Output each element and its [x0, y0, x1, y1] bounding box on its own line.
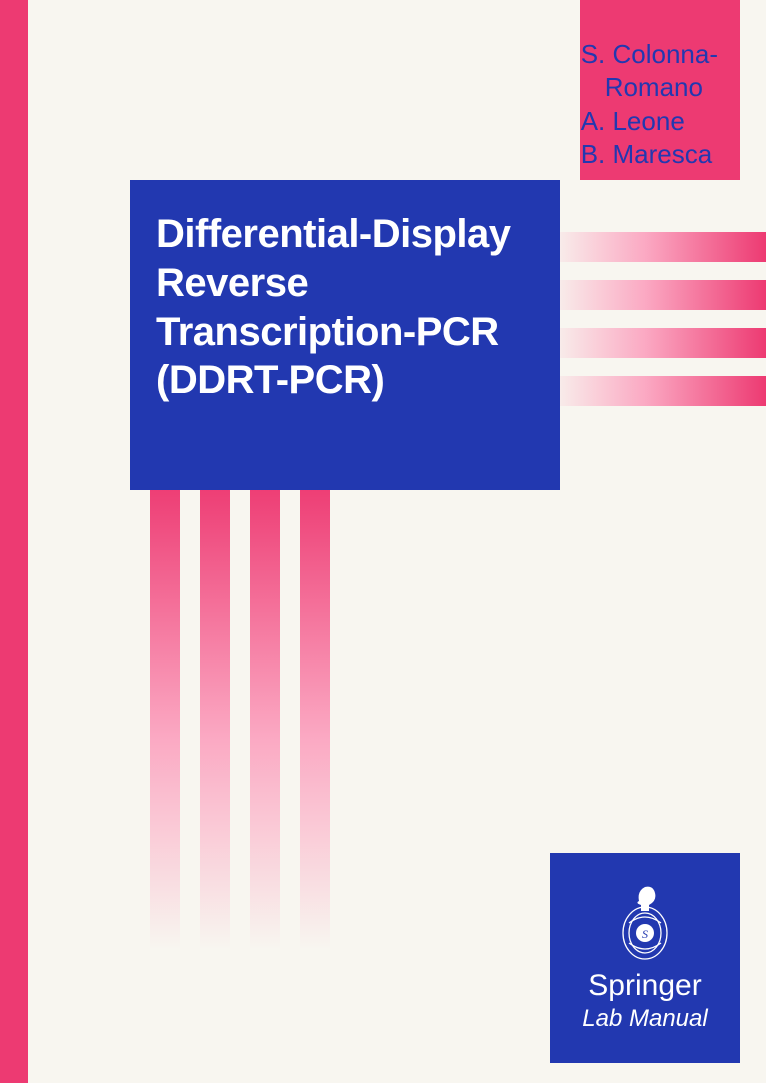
v-stripe	[300, 480, 330, 950]
left-edge-bar	[0, 0, 28, 1083]
author-line: S. Colonna-	[581, 38, 718, 71]
authors-block: S. Colonna- Romano A. Leone B. Maresca	[581, 38, 718, 171]
v-stripe	[200, 480, 230, 950]
title-line: Transcription-PCR	[156, 308, 536, 357]
author-line: B. Maresca	[581, 138, 718, 171]
svg-text:S: S	[642, 927, 648, 941]
v-stripe	[250, 480, 280, 950]
v-stripe	[150, 480, 180, 950]
h-stripe	[546, 280, 766, 310]
title-line: Reverse	[156, 259, 536, 308]
publisher-block: S Springer Lab Manual	[550, 853, 740, 1063]
title-block: Differential-Display Reverse Transcripti…	[130, 180, 560, 490]
title-line: Differential-Display	[156, 210, 536, 259]
h-stripe	[546, 232, 766, 262]
publisher-name: Springer	[588, 969, 701, 1003]
author-line: A. Leone	[581, 105, 718, 138]
springer-logo-icon: S	[617, 883, 673, 963]
publisher-subtitle: Lab Manual	[582, 1005, 707, 1033]
title-line: (DDRT-PCR)	[156, 356, 536, 405]
vertical-stripes	[150, 480, 330, 950]
h-stripe	[546, 376, 766, 406]
h-stripe	[546, 328, 766, 358]
horizontal-stripes	[546, 232, 766, 424]
author-line: Romano	[581, 71, 718, 104]
book-title: Differential-Display Reverse Transcripti…	[156, 210, 536, 405]
